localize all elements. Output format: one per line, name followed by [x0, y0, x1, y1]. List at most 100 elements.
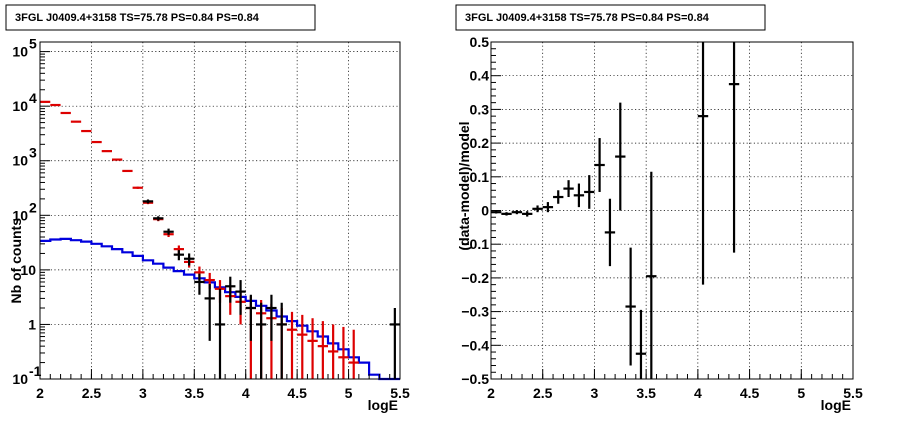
counts-x-tick-label: 4	[242, 385, 250, 401]
counts-point	[101, 150, 112, 153]
residual-point	[542, 202, 554, 213]
residual-x-tick-label: 4	[694, 385, 702, 401]
residual-y-tick-label: 0.4	[470, 68, 490, 84]
residual-panel: 2 2.5 3 3.5 4 4.5 5 5.5 −0.5 −0.4 −0.3 −0.2 −0.1 0 0.…	[455, 4, 863, 413]
counts-point	[245, 294, 256, 341]
residual-point	[615, 102, 626, 211]
residual-y-tick-label: −0.5	[461, 371, 489, 387]
counts-x-tick-labels: 2 2.5 3 3.5 4 4.5 5 5.5	[36, 385, 410, 401]
residual-x-tick-label: 5.5	[843, 385, 863, 401]
residual-point	[697, 42, 709, 285]
residual-point	[532, 205, 543, 213]
counts-point	[184, 253, 195, 266]
counts-y-tick-label: 10	[20, 262, 36, 278]
counts-point	[307, 318, 318, 379]
residual-title-box	[455, 4, 766, 31]
counts-x-tick-label: 2	[36, 385, 44, 401]
counts-point	[328, 324, 339, 379]
counts-x-axis-label: logE	[368, 397, 398, 413]
counts-x-tick-label: 3.5	[185, 385, 205, 401]
counts-y-tick-label: 10	[12, 153, 28, 169]
residual-y-tick-label: 0	[481, 203, 489, 219]
counts-point	[60, 111, 71, 115]
residual-point	[625, 247, 636, 366]
counts-point	[204, 284, 215, 341]
counts-point	[81, 129, 92, 133]
counts-point	[286, 311, 298, 379]
residual-point	[584, 175, 595, 209]
counts-y-axis-label: Nb of counts	[8, 218, 24, 304]
residual-point	[511, 210, 523, 215]
counts-point	[266, 294, 277, 341]
residual-point	[604, 198, 616, 267]
counts-y-tick-label: 10	[12, 207, 28, 223]
counts-point	[70, 120, 82, 123]
residual-point	[553, 190, 564, 204]
counts-x-tick-label: 4.5	[287, 385, 307, 401]
counts-x-tick-label: 2.5	[82, 385, 102, 401]
residual-y-tick-label: −0.3	[461, 304, 489, 320]
counts-point	[297, 314, 308, 379]
residual-point	[563, 180, 574, 198]
residual-point	[635, 309, 647, 379]
residual-y-tick-label: 0.1	[470, 169, 490, 185]
residual-x-tick-label: 2.5	[533, 385, 553, 401]
counts-point	[389, 308, 400, 379]
residual-title: 3FGL J0409.4+3158 TS=75.78 PS=0.84 PS=0.…	[465, 12, 710, 24]
counts-point	[214, 288, 226, 379]
residual-point	[522, 211, 533, 217]
residual-x-tick-label: 2	[487, 385, 495, 401]
residual-y-tick-label: 0.2	[470, 135, 490, 151]
counts-point	[194, 273, 205, 295]
counts-y-tick-exponent: 5	[29, 36, 37, 52]
counts-x-tick-label: 3	[139, 385, 147, 401]
counts-point	[173, 250, 184, 261]
residual-point	[573, 183, 585, 208]
counts-title: 3FGL J0409.4+3158 TS=75.78 PS=0.84 PS=0.…	[15, 12, 260, 24]
residual-x-tick-label: 3	[591, 385, 599, 401]
counts-series	[40, 100, 400, 381]
counts-point	[40, 100, 51, 103]
counts-y-tick-exponent: 3	[29, 145, 37, 161]
residual-y-tick-label: 0.5	[470, 34, 490, 50]
counts-y-tick-label: 10	[12, 44, 28, 60]
residual-y-tick-labels: −0.5 −0.4 −0.3 −0.2 −0.1 0 0.1 0.2 0.3 0.4 0.5	[461, 34, 489, 387]
counts-axis-ticks	[39, 51, 401, 380]
residual-x-axis-label: logE	[821, 397, 851, 413]
counts-point	[225, 276, 236, 303]
residual-y-tick-label: −0.4	[461, 337, 489, 353]
counts-point	[91, 140, 102, 144]
counts-y-tick-exponent: 4	[29, 90, 37, 106]
residual-y-tick-label: 0.3	[470, 101, 490, 117]
counts-point	[163, 228, 174, 235]
counts-point	[142, 199, 154, 204]
residual-y-axis-label: (data-model)/model	[456, 121, 472, 250]
counts-point	[338, 326, 349, 379]
counts-point	[317, 321, 328, 379]
counts-point	[235, 280, 246, 315]
counts-point	[50, 103, 61, 107]
residual-x-tick-label: 3.5	[636, 385, 656, 401]
residual-grid	[491, 42, 853, 379]
residual-x-tick-labels: 2 2.5 3 3.5 4 4.5 5 5.5	[487, 385, 863, 401]
residual-point	[728, 42, 740, 253]
counts-point	[132, 186, 143, 189]
counts-point	[112, 158, 123, 161]
counts-y-tick-label: 10	[12, 98, 28, 114]
residual-x-tick-label: 5	[797, 385, 805, 401]
residual-y-tick-label: −0.2	[461, 270, 489, 286]
counts-y-tick-label: 10	[12, 371, 28, 387]
residual-axis-ticks	[490, 41, 854, 380]
counts-point	[122, 169, 133, 173]
residual-x-tick-label: 4.5	[740, 385, 760, 401]
counts-y-tick-label: 1	[28, 316, 36, 332]
residual-series	[491, 42, 740, 379]
counts-point	[348, 329, 359, 379]
residual-point	[491, 210, 502, 214]
counts-point	[153, 216, 164, 221]
model-step-line	[40, 237, 400, 381]
residual-point	[501, 212, 512, 216]
